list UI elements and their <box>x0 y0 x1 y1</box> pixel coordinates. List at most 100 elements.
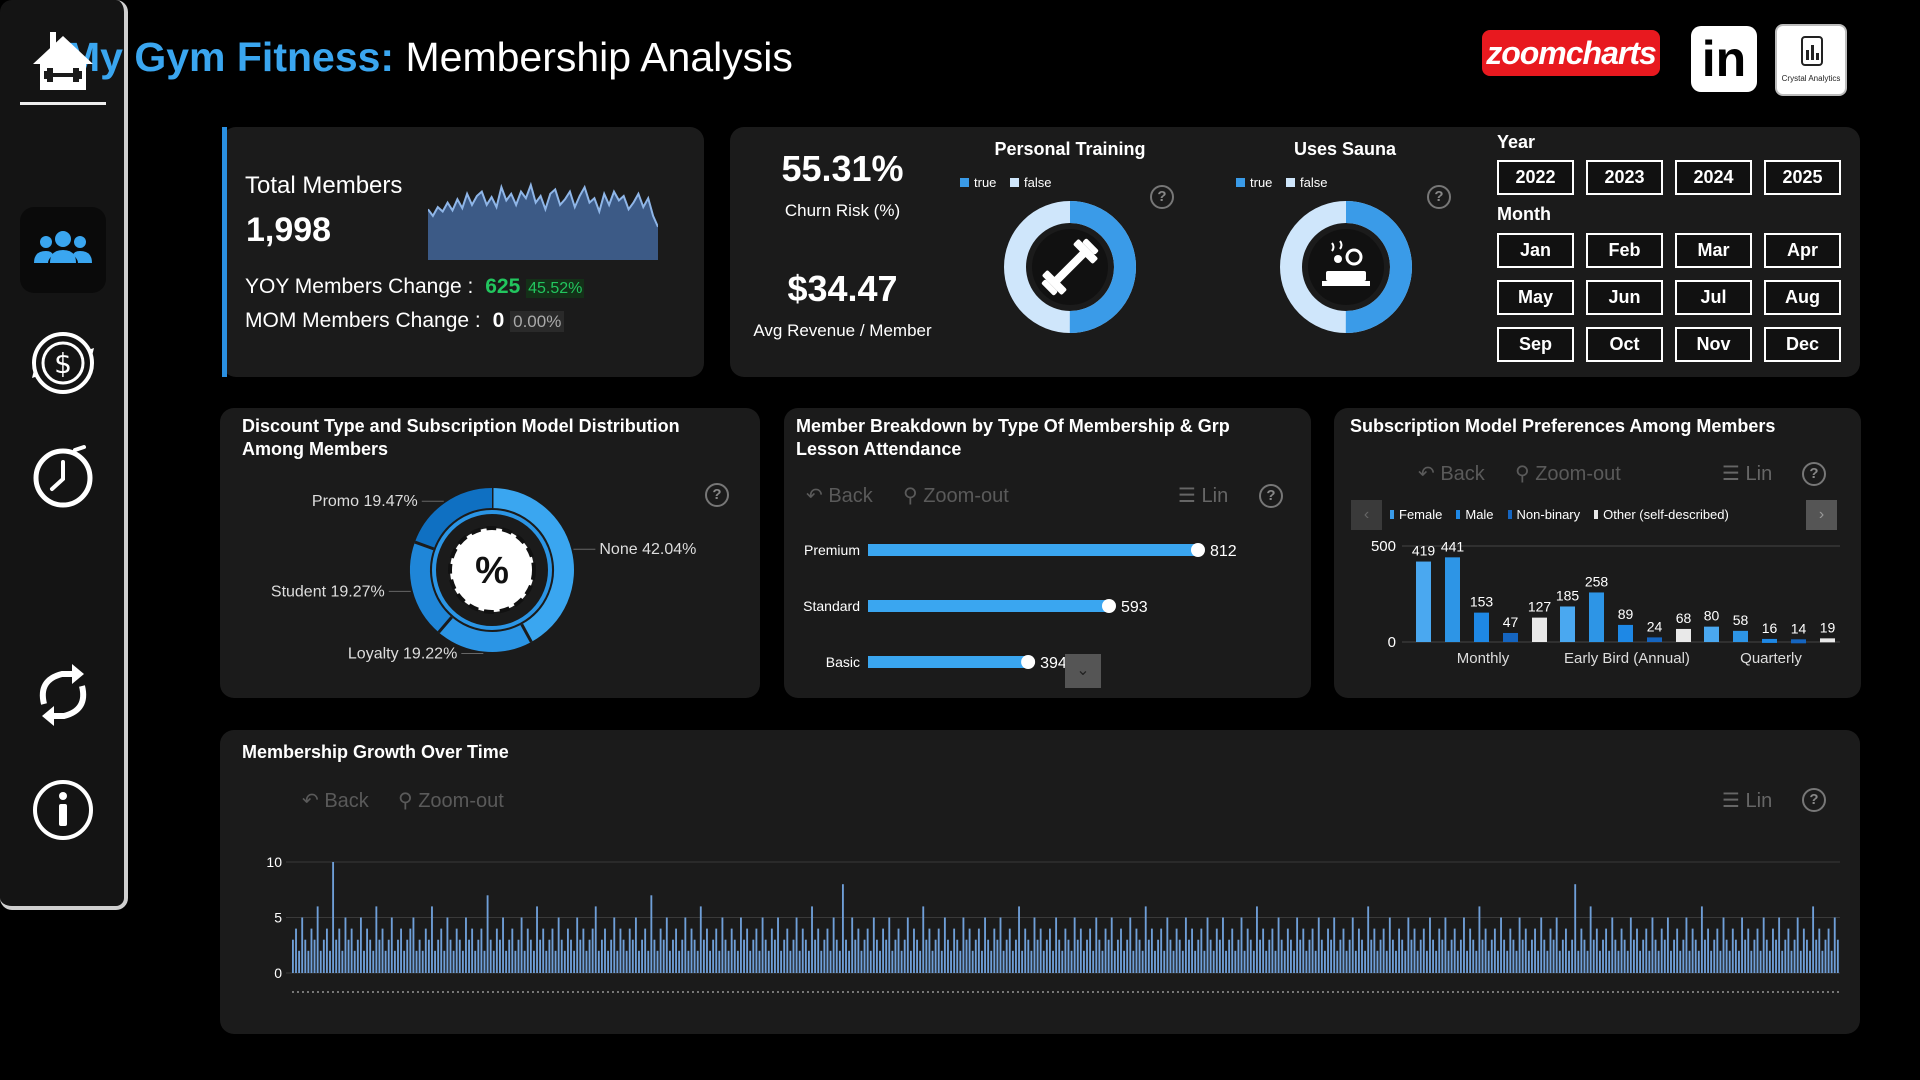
total-members-value: 1,998 <box>246 211 332 249</box>
month-button-jul[interactable]: Jul <box>1675 280 1752 315</box>
breakdown-category-label: Standard <box>803 598 860 614</box>
sidebar-item-revenue[interactable]: $ <box>20 320 106 406</box>
preferences-back-button[interactable]: ↶ Back <box>1418 463 1485 485</box>
growth-bar <box>492 950 495 973</box>
breakdown-zoomout-button[interactable]: ⚲ Zoom-out <box>903 485 1009 507</box>
breakdown-lin-button[interactable]: ☰ Lin <box>1178 485 1229 507</box>
growth-bar <box>761 917 764 973</box>
growth-bar <box>477 939 480 973</box>
breakdown-help-icon[interactable]: ? <box>1259 484 1283 508</box>
slice-separator <box>414 540 435 551</box>
yoy-value: 625 <box>485 275 521 298</box>
growth-bar <box>659 928 662 973</box>
growth-bar <box>529 939 532 973</box>
y-tick-label: 500 <box>1371 538 1396 555</box>
preferences-value-label: 58 <box>1733 612 1749 628</box>
month-button-may[interactable]: May <box>1497 280 1574 315</box>
personal-training-help-icon[interactable]: ? <box>1150 185 1174 209</box>
year-button-2023[interactable]: 2023 <box>1586 160 1663 195</box>
crystal-analytics-logo[interactable]: Crystal Analytics <box>1775 24 1847 96</box>
sidebar-item-time[interactable] <box>20 433 106 519</box>
back-label: Back <box>1440 463 1485 485</box>
preferences-bar <box>1820 638 1835 643</box>
growth-bar <box>1147 939 1150 973</box>
uses-sauna-help-icon[interactable]: ? <box>1427 185 1451 209</box>
legend-item[interactable]: Male <box>1456 507 1494 522</box>
sidebar-item-home[interactable] <box>20 20 106 106</box>
legend-item[interactable]: Other (self-described) <box>1594 507 1729 522</box>
growth-bar <box>1524 928 1527 973</box>
legend-prev-button[interactable]: ‹ <box>1351 500 1382 530</box>
yoy-row: YOY Members Change : 625 45.52% <box>245 275 585 299</box>
growth-bar <box>1293 950 1295 973</box>
month-button-sep[interactable]: Sep <box>1497 327 1574 362</box>
growth-bar <box>1197 939 1200 973</box>
growth-bar <box>1249 939 1252 973</box>
year-button-2022[interactable]: 2022 <box>1497 160 1574 195</box>
growth-bar <box>1073 917 1076 973</box>
preferences-value-label: 19 <box>1820 619 1836 635</box>
legend-item[interactable]: Non-binary <box>1507 507 1580 522</box>
month-button-feb[interactable]: Feb <box>1586 233 1663 268</box>
preferences-bar <box>1762 638 1777 643</box>
growth-bar <box>1373 928 1376 973</box>
growth-bar <box>1092 950 1095 973</box>
growth-lin-button[interactable]: ☰ Lin <box>1722 790 1773 812</box>
preferences-bar <box>1560 606 1575 642</box>
sidebar-item-info[interactable] <box>20 767 106 853</box>
month-button-apr[interactable]: Apr <box>1764 233 1841 268</box>
month-button-mar[interactable]: Mar <box>1675 233 1752 268</box>
growth-bar <box>1527 950 1530 973</box>
growth-bar <box>1113 950 1116 973</box>
growth-bar <box>974 939 977 973</box>
sidebar-item-members[interactable] <box>20 207 106 293</box>
breakdown-category-label: Basic <box>826 654 860 670</box>
growth-bar <box>1666 917 1669 973</box>
growth-bar <box>1086 939 1088 973</box>
growth-back-button[interactable]: ↶ Back <box>302 790 369 812</box>
preferences-zoomout-button[interactable]: ⚲ Zoom-out <box>1515 463 1621 485</box>
discount-help-icon[interactable]: ? <box>705 483 729 507</box>
growth-bar <box>390 917 393 973</box>
legend-false-label: false <box>1024 175 1052 190</box>
growth-bar <box>1543 939 1546 973</box>
year-button-2024[interactable]: 2024 <box>1675 160 1752 195</box>
preferences-help-icon[interactable]: ? <box>1802 462 1826 486</box>
growth-bar <box>1478 906 1481 973</box>
chevron-down-icon[interactable]: ⌄ <box>1065 654 1101 688</box>
growth-bar <box>1549 928 1552 973</box>
growth-bar <box>1277 917 1280 973</box>
growth-bar <box>1812 906 1815 973</box>
growth-bar <box>1710 950 1713 973</box>
preferences-bar <box>1676 628 1691 642</box>
month-button-jun[interactable]: Jun <box>1586 280 1663 315</box>
legend-item[interactable]: Female <box>1390 507 1442 522</box>
month-button-jan[interactable]: Jan <box>1497 233 1574 268</box>
growth-bar <box>792 939 795 973</box>
preferences-lin-button[interactable]: ☰ Lin <box>1722 463 1773 485</box>
sidebar-item-refresh[interactable] <box>20 652 106 738</box>
linkedin-logo[interactable]: in <box>1691 26 1757 92</box>
month-label: Month <box>1497 204 1551 224</box>
growth-bar <box>363 950 365 973</box>
growth-bar <box>1163 950 1166 973</box>
growth-help-icon[interactable]: ? <box>1802 788 1826 812</box>
month-button-oct[interactable]: Oct <box>1586 327 1663 362</box>
growth-bar <box>412 917 415 973</box>
breakdown-back-button[interactable]: ↶ Back <box>806 485 873 507</box>
month-button-dec[interactable]: Dec <box>1764 327 1841 362</box>
legend-next-button[interactable]: › <box>1806 500 1837 530</box>
preferences-title: Subscription Model Preferences Among Mem… <box>1350 416 1776 436</box>
growth-bar <box>316 906 319 973</box>
growth-bar <box>1716 928 1719 973</box>
growth-zoomout-button[interactable]: ⚲ Zoom-out <box>398 790 504 812</box>
month-button-aug[interactable]: Aug <box>1764 280 1841 315</box>
growth-bar <box>1642 939 1645 973</box>
growth-bar <box>795 917 798 973</box>
growth-bar <box>1694 939 1697 973</box>
zoomcharts-logo[interactable]: zoomcharts <box>1482 30 1660 76</box>
month-button-nov[interactable]: Nov <box>1675 327 1752 362</box>
yoy-label: YOY Members Change : <box>245 275 474 298</box>
growth-bar <box>817 928 820 973</box>
year-button-2025[interactable]: 2025 <box>1764 160 1841 195</box>
